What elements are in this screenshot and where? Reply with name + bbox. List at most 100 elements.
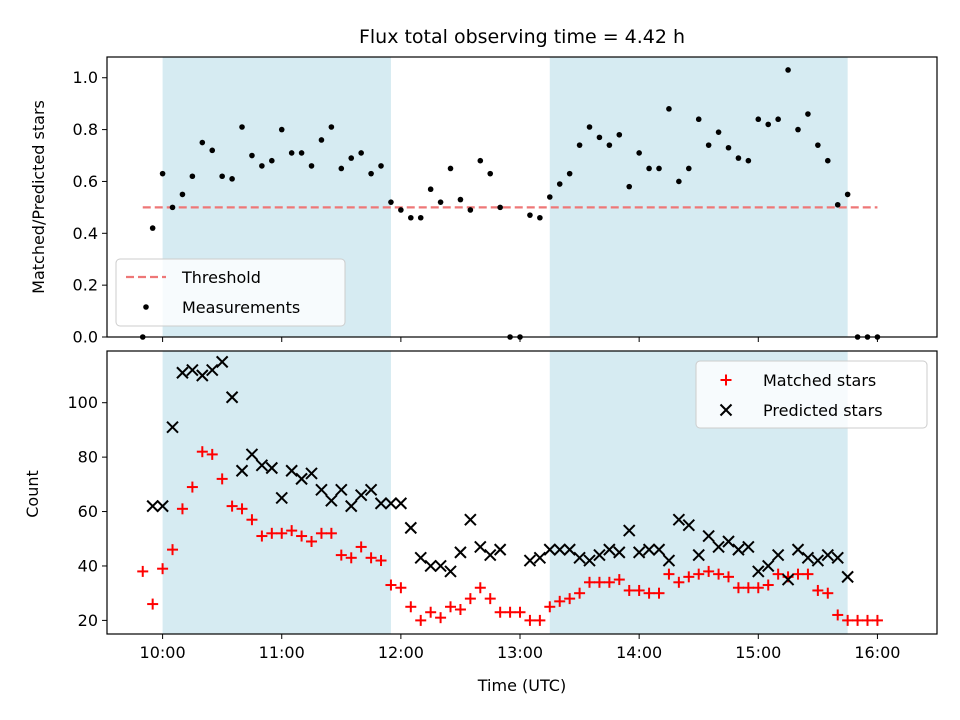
predicted-star-marker [732, 543, 745, 556]
matched-star-marker [732, 582, 744, 594]
y-tick-label: 20 [78, 611, 98, 630]
predicted-star-marker [255, 459, 269, 472]
measurement-point [656, 165, 662, 172]
predicted-star-marker [543, 543, 557, 556]
cross-b [196, 369, 209, 382]
predicted-star-marker [781, 573, 795, 586]
axes-frame [106, 56, 938, 338]
predicted-star-marker [742, 540, 755, 554]
ratio-y-axis-title: Matched/Predicted stars [29, 100, 48, 294]
predicted-star-marker [682, 518, 696, 532]
matched-star-marker [335, 549, 347, 561]
predicted-star-marker [791, 543, 805, 556]
measurement-point [834, 201, 841, 208]
measurement-point [437, 199, 444, 205]
measurement-point [348, 155, 355, 161]
predicted-star-marker [623, 524, 636, 537]
measurement-point [556, 181, 563, 187]
predicted-star-marker [464, 513, 477, 526]
y-tick-label: 40 [78, 556, 98, 575]
y-tick-label: 0.8 [73, 120, 98, 139]
cross-b [345, 499, 358, 513]
matched-star-marker [862, 614, 874, 626]
cross-b [315, 483, 328, 496]
matched-star-marker [633, 584, 645, 596]
matched-star-marker [842, 614, 854, 626]
predicted-star-marker [364, 483, 378, 496]
cross-b [295, 472, 308, 486]
matched-star-marker [306, 535, 318, 547]
measurement-point [705, 142, 712, 148]
cross-b [573, 551, 586, 565]
cross-b [603, 543, 616, 556]
matched-star-marker [266, 527, 278, 539]
predicted-star-marker [841, 570, 854, 584]
predicted-star-marker [702, 529, 715, 543]
predicted-star-marker [215, 355, 229, 369]
measurement-point [795, 126, 801, 133]
y-tick-label: 60 [78, 502, 98, 521]
predicted-star-marker [523, 554, 537, 567]
matched-star-marker [852, 614, 864, 626]
matched-star-marker [484, 593, 496, 605]
measurement-point [566, 170, 573, 177]
measurement-point [805, 111, 811, 117]
y-tick-label: 100 [67, 393, 98, 412]
legend-threshold-label: Threshold [181, 268, 261, 287]
measurement-point [259, 163, 265, 169]
matched-star-marker [296, 530, 308, 542]
measurement-point [576, 142, 583, 148]
cross-b [791, 543, 805, 556]
cross-b [374, 497, 388, 510]
measurement-point [755, 116, 762, 123]
cross-b [692, 548, 705, 562]
measurement-point [288, 150, 295, 156]
measurement-point [745, 157, 752, 164]
count-legend: Matched stars Predicted stars [695, 360, 928, 429]
matched-star-marker [355, 541, 367, 553]
cross-b [811, 554, 825, 567]
cross-b [762, 559, 775, 573]
cross-b [732, 543, 745, 556]
matched-star-marker [693, 568, 705, 580]
measurement-point [219, 173, 225, 180]
matched-star-marker [663, 568, 675, 580]
predicted-star-marker [394, 497, 408, 510]
predicted-star-marker [196, 369, 209, 382]
x-tick-label: 15:00 [735, 643, 781, 662]
y-tick-label: 80 [78, 448, 98, 467]
matched-star-marker [435, 612, 447, 624]
matched-star-marker [385, 579, 397, 591]
count-panel: 10:00 11:00 12:00 13:00 14:00 15:00 16:00 20 40 6… [23, 350, 938, 695]
cross-b [235, 464, 249, 477]
matched-star-marker [157, 563, 169, 575]
cross-b [672, 513, 686, 526]
matched-star-marker [613, 574, 625, 586]
measurement-point [546, 194, 553, 200]
matched-star-marker [514, 606, 526, 618]
measurement-point [735, 155, 742, 161]
measurement-point [189, 173, 196, 180]
cross-b [771, 548, 785, 562]
predicted-star-marker [225, 391, 239, 404]
measurement-point [815, 142, 821, 148]
measurement-point [824, 157, 831, 164]
y-tick-label: 0.0 [73, 328, 98, 347]
measurement-point [199, 139, 206, 146]
cross-b [146, 499, 159, 513]
cross-b [384, 497, 398, 510]
cross-b [533, 551, 547, 565]
predicted-star-marker [583, 554, 596, 567]
cross-b [523, 554, 537, 567]
predicted-star-marker [474, 540, 487, 554]
predicted-star-marker [652, 543, 666, 556]
predicted-star-marker [563, 543, 576, 556]
matched-star-marker [723, 571, 735, 583]
measurement-point [269, 157, 275, 164]
matched-star-marker [623, 584, 635, 596]
cross-b [722, 535, 735, 548]
measurement-point [775, 116, 781, 123]
measurement-point [527, 212, 533, 218]
chart-title: Flux total observing time = 4.42 h [359, 26, 685, 48]
measurement-point [308, 163, 315, 169]
